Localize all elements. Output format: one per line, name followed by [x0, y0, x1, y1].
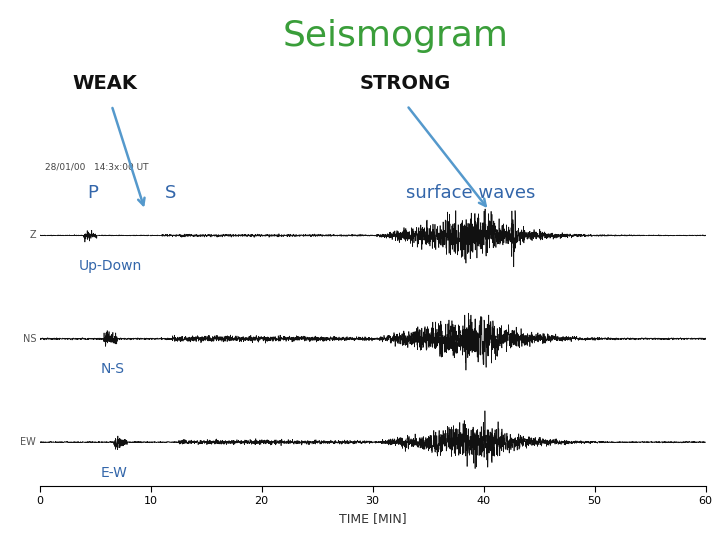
Text: EW: EW [20, 437, 36, 447]
Text: WEAK: WEAK [72, 74, 137, 93]
Text: 28/01/00   14:3x:00 UT: 28/01/00 14:3x:00 UT [45, 162, 148, 171]
Text: Seismogram: Seismogram [283, 19, 509, 53]
Text: STRONG: STRONG [360, 74, 451, 93]
Text: N-S: N-S [101, 362, 125, 376]
Text: Up-Down: Up-Down [78, 259, 142, 273]
X-axis label: TIME [MIN]: TIME [MIN] [339, 512, 406, 525]
Text: surface waves: surface waves [406, 184, 535, 202]
Text: Z: Z [30, 231, 36, 240]
Text: E-W: E-W [101, 465, 127, 480]
Text: P: P [87, 184, 98, 202]
Text: S: S [165, 184, 176, 202]
Text: NS: NS [22, 334, 36, 344]
